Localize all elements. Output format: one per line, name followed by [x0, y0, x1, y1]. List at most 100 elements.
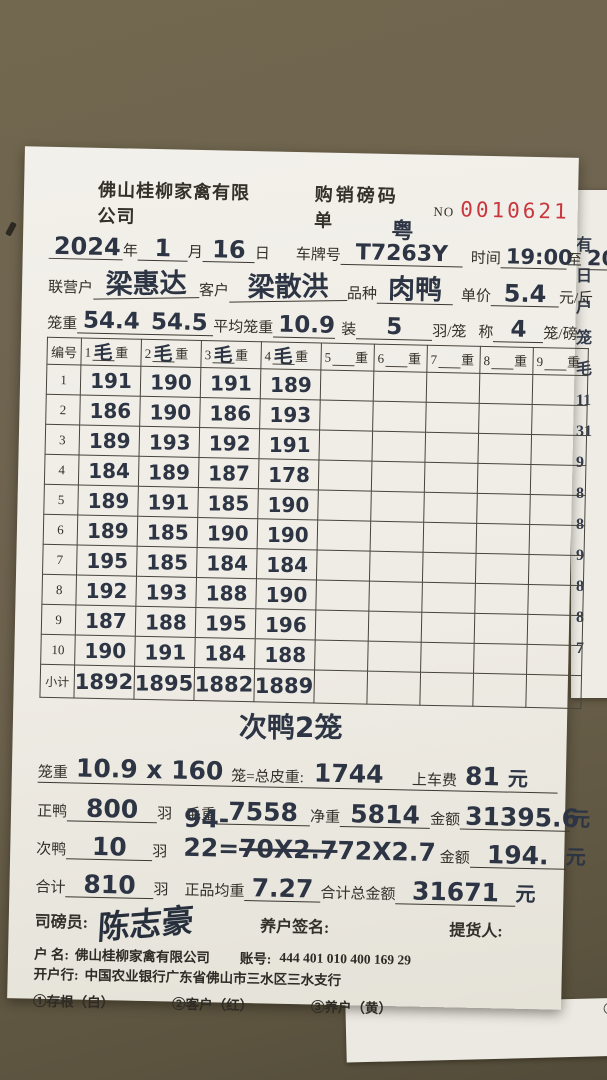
weight-cell: [370, 491, 425, 523]
row-id-header: 编号: [46, 337, 82, 366]
prime-duck-count: 800: [66, 794, 158, 824]
col-number: 3: [204, 346, 212, 362]
total-label: 合计: [35, 879, 66, 897]
col-suffix: 重: [460, 351, 475, 368]
avg-cage-value: 10.9: [273, 312, 336, 339]
weight-cell: 187: [75, 604, 136, 637]
receipt-header: 佛山桂柳家禽有限公司 购销磅码单 NO 0010621: [50, 180, 571, 231]
weight-cell: [318, 430, 373, 462]
weight-cell: [477, 433, 532, 465]
weight-cell: 189: [260, 368, 321, 401]
partial-text-column: 有 日 户 笼 毛 11 31 9 8 8 9 8 8 7: [576, 230, 607, 664]
amount-label: 金额: [439, 850, 470, 867]
weight-cell: [317, 520, 371, 552]
partial-text: 毛: [576, 361, 593, 378]
weight-cell: [426, 372, 480, 404]
amount-value: 194.: [469, 840, 566, 870]
account-number-label: 账号:: [239, 950, 272, 967]
loading-fee-label: 上车费: [411, 772, 458, 790]
weight-cell: [371, 431, 426, 463]
weight-cell: [477, 463, 531, 495]
calc-corrected: 72X2.7: [337, 835, 437, 868]
amount-value: 31395.6: [459, 802, 579, 833]
subtotal-cell: 1895: [133, 666, 195, 701]
weight-cell: 191: [258, 428, 320, 461]
cage-weight-label: 笼重: [47, 315, 78, 333]
col-suffix: 重: [294, 348, 309, 364]
weight-cell: [479, 373, 533, 405]
subtotal-cell: [525, 674, 582, 709]
subtotal-label: 小计: [39, 664, 75, 698]
weight-cell: 185: [136, 546, 198, 578]
grand-total-value: 31671: [395, 877, 516, 907]
weight-cell: 191: [80, 365, 141, 397]
subtotal-cell: 1889: [253, 668, 315, 703]
grand-total-unit: 元: [515, 881, 536, 907]
scale-value: 4: [493, 317, 544, 344]
weight-cell: 192: [75, 574, 137, 607]
second-duck-unit: 羽: [152, 844, 168, 861]
plate-value: 粤T7263Y: [340, 219, 464, 268]
weight-cell: [423, 492, 478, 524]
net-weight-label: 净重: [309, 809, 341, 827]
subtotal-cell: [366, 671, 421, 706]
weight-cell: [314, 639, 369, 672]
grand-total-label: 合计总金额: [320, 885, 396, 904]
subtotal-cell: [419, 672, 474, 707]
weight-cell: 188: [254, 638, 316, 670]
weighing-slip-sheet: 佛山桂柳家禽有限公司 购销磅码单 NO 0010621 2024 年 1 月 1…: [7, 146, 607, 1016]
row-id: 2: [45, 394, 81, 425]
col-mark-handwritten: [543, 368, 566, 371]
row-id: 1: [46, 364, 81, 396]
breed-label: 品种: [346, 286, 378, 303]
weight-cell: 189: [77, 514, 138, 547]
row-id: 7: [42, 544, 78, 575]
cage-weight-label: 笼重: [37, 764, 69, 782]
weight-cell: 184: [196, 547, 258, 579]
weight-cell: 192: [199, 427, 260, 459]
cage-weight-1: 54.4: [77, 308, 146, 335]
weight-cell: [315, 609, 369, 642]
partial-text: 8: [576, 578, 584, 595]
weight-cell: [527, 614, 583, 646]
weight-cell: [476, 493, 531, 525]
loading-fee-unit: 元: [507, 766, 529, 791]
partial-text: 9: [576, 547, 584, 564]
weight-cell: 184: [256, 548, 318, 580]
col-number: 7: [430, 351, 438, 367]
weight-cell: 189: [138, 456, 200, 488]
copy-customer-red: ②客户（红）: [171, 996, 254, 1014]
customer-name: 梁散洪: [228, 271, 348, 303]
table-debris: [5, 221, 17, 237]
copy-farmer-yellow: ③养户（黄）: [310, 999, 393, 1017]
weight-cell: 189: [77, 484, 139, 517]
second-duck-label: 次鸭: [36, 841, 67, 859]
row-id: 6: [43, 514, 78, 545]
col-mark-handwritten: [437, 366, 460, 368]
weight-cell: 185: [137, 516, 198, 548]
partial-text: 8: [576, 609, 584, 626]
row-id: 5: [43, 484, 79, 515]
plate-label: 车牌号: [295, 246, 341, 264]
weight-cell: [421, 582, 476, 614]
weight-cell: [422, 552, 477, 584]
weight-cell: [370, 521, 424, 553]
weight-cell: 184: [78, 454, 140, 487]
loading-fee-value: 81: [464, 761, 501, 792]
weight-cell: [526, 644, 583, 676]
load-label: 装: [341, 321, 357, 339]
partial-text: 日: [576, 268, 593, 285]
weight-cell: 191: [200, 367, 261, 399]
weight-cell: 190: [197, 517, 258, 549]
time-to-label: 至: [566, 252, 582, 269]
weight-cell: 187: [198, 457, 259, 489]
farmer-signature-label: 养户签名:: [259, 918, 330, 937]
month-value: 1: [137, 234, 189, 262]
